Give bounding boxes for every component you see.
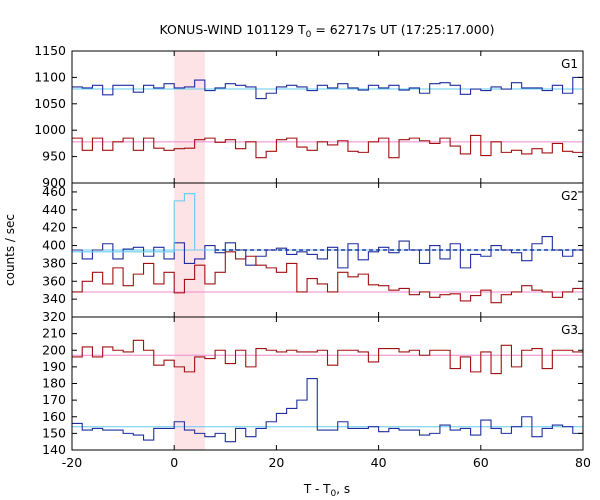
panel-series — [72, 76, 583, 159]
panel-label: G2 — [561, 189, 578, 203]
y-tick-label: 420 — [42, 220, 66, 235]
x-tick-label: 20 — [268, 455, 284, 470]
y-tick-label: 150 — [42, 425, 66, 440]
series-red-step — [72, 251, 583, 304]
y-tick-label: 170 — [42, 392, 66, 407]
y-tick-label: 440 — [42, 202, 66, 217]
y-tick-label: 210 — [42, 326, 66, 341]
series-blue-step — [72, 76, 583, 100]
y-tick-label: 340 — [42, 291, 66, 306]
y-tick-label: 1150 — [34, 43, 66, 58]
chart-title: KONUS-WIND 101129 T0 = 62717s UT (17:25:… — [159, 22, 494, 40]
y-tick-label: 460 — [42, 184, 66, 199]
burst-interval-highlight — [174, 317, 205, 450]
y-tick-label: 380 — [42, 255, 66, 270]
y-tick-label: 1000 — [34, 122, 66, 137]
x-tick-label: 60 — [473, 455, 489, 470]
x-axis-label: T - T0, s — [303, 482, 350, 499]
panel-label: G1 — [561, 57, 578, 71]
y-tick-label: 1100 — [34, 69, 66, 84]
x-tick-label: 40 — [371, 455, 387, 470]
series-light_blue-step — [72, 193, 216, 253]
x-tick-label: 80 — [575, 455, 591, 470]
y-tick-label: 160 — [42, 409, 66, 424]
series-red-step — [72, 339, 583, 375]
y-tick-label: 140 — [42, 442, 66, 457]
y-tick-label: 950 — [42, 149, 66, 164]
panel-g1: 900 950 1000 1050 1100 1150 G1 — [34, 43, 584, 190]
burst-interval-highlight — [174, 51, 205, 183]
y-tick-label: 200 — [42, 342, 66, 357]
y-tick-label: 180 — [42, 376, 66, 391]
panel-frame — [71, 50, 584, 184]
series-red-step — [72, 134, 583, 159]
y-tick-label: 400 — [42, 238, 66, 253]
plot-area: 9009501000105011001150G13203403603804004… — [34, 43, 591, 470]
x-tick-label: 0 — [170, 455, 178, 470]
y-tick-label: 190 — [42, 359, 66, 374]
y-tick-label: 900 — [42, 175, 66, 190]
panel-g2: 320 340 360 380 400 420 440 460 G2 — [42, 182, 584, 324]
panel-label: G3 — [561, 323, 578, 337]
y-tick-label: 320 — [42, 309, 66, 324]
series-blue-step — [72, 377, 583, 443]
x-tick-label: -20 — [62, 455, 82, 470]
panel-series — [72, 193, 583, 304]
series-blue-step — [72, 236, 583, 269]
y-axis-label: counts / sec — [3, 214, 17, 286]
y-tick-label: 1050 — [34, 96, 66, 111]
panel-series — [72, 339, 583, 443]
y-tick-label: 360 — [42, 273, 66, 288]
